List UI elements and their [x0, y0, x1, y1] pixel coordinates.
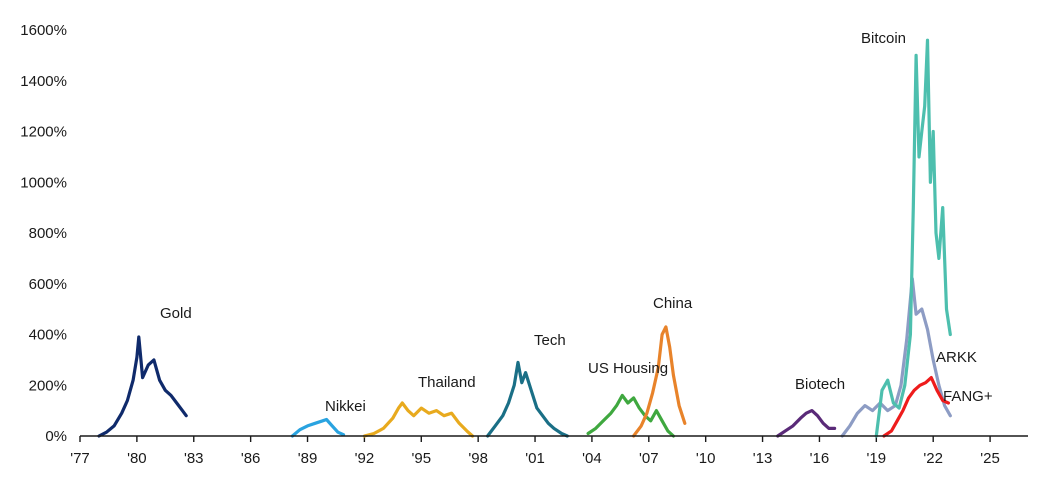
label-tech: Tech — [534, 332, 566, 349]
x-axis-ticks: '77 '80 '83 '86 '89 '92 '95 '98 '01 '04 '07 '10 '13 '… — [70, 436, 1000, 467]
series-line-us-housing — [586, 393, 676, 438]
series-line-bitcoin — [874, 38, 952, 438]
series-line-arkk — [840, 277, 952, 438]
series-line-biotech — [776, 409, 837, 438]
label-gold: Gold — [160, 305, 192, 322]
series-line-tech — [486, 360, 569, 438]
y-tick-label: 0% — [45, 428, 67, 445]
y-axis-ticks: 0% 200% 400% 600% 800% 1000% 1200% 1400% 1600% — [20, 22, 67, 445]
label-thailand: Thailand — [418, 374, 476, 391]
x-tick-label: '80 — [127, 450, 147, 467]
x-tick-label: '16 — [810, 450, 830, 467]
y-tick-label: 1000% — [20, 174, 67, 191]
x-tick-label: '07 — [639, 450, 659, 467]
label-us-housing: US Housing — [588, 360, 668, 377]
y-tick-label: 1600% — [20, 22, 67, 39]
y-tick-label: 200% — [29, 377, 67, 394]
label-china: China — [653, 295, 693, 312]
series-line-fang — [882, 376, 951, 438]
y-tick-label: 1400% — [20, 73, 67, 90]
y-tick-label: 1200% — [20, 124, 67, 141]
y-tick-label: 400% — [29, 327, 67, 344]
label-arkk: ARKK — [936, 349, 977, 366]
y-tick-label: 800% — [29, 225, 67, 242]
x-tick-label: '13 — [753, 450, 773, 467]
y-tick-label: 600% — [29, 276, 67, 293]
x-tick-label: '95 — [411, 450, 431, 467]
series-lines — [97, 38, 952, 438]
x-tick-label: '92 — [355, 450, 375, 467]
x-tick-label: '19 — [867, 450, 887, 467]
x-tick-label: '98 — [468, 450, 488, 467]
label-fang: FANG+ — [943, 388, 993, 405]
x-tick-label: '86 — [241, 450, 261, 467]
x-tick-label: '25 — [980, 450, 1000, 467]
x-tick-label: '10 — [696, 450, 716, 467]
series-line-gold — [97, 335, 188, 438]
series-line-thailand — [362, 401, 475, 438]
label-biotech: Biotech — [795, 376, 845, 393]
series-labels: Gold Nikkei Thailand Tech US Housing China Bio… — [160, 30, 993, 415]
series-line-china — [631, 325, 687, 438]
x-tick-label: '83 — [184, 450, 204, 467]
x-tick-label: '04 — [582, 450, 602, 467]
x-tick-label: '89 — [298, 450, 318, 467]
series-line-nikkei — [290, 417, 346, 438]
label-nikkei: Nikkei — [325, 398, 366, 415]
label-bitcoin: Bitcoin — [861, 30, 906, 47]
x-tick-label: '01 — [525, 450, 545, 467]
x-tick-label: '22 — [923, 450, 943, 467]
x-tick-label: '77 — [70, 450, 90, 467]
